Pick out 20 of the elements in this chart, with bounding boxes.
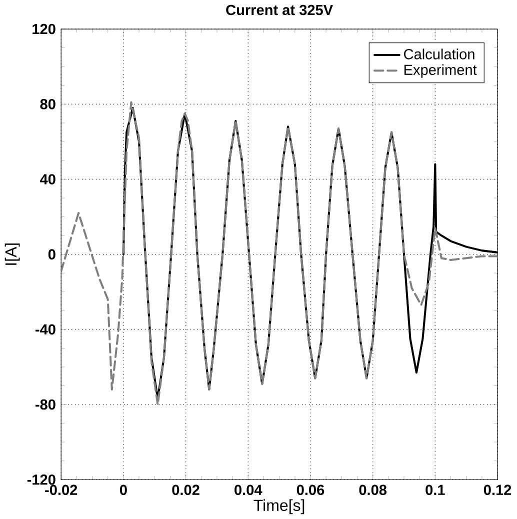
x-tick-label: 0.08 bbox=[359, 484, 387, 496]
y-tick-label: -120 bbox=[28, 474, 56, 485]
chart-title: Current at 325V bbox=[226, 4, 334, 16]
y-tick-label: 120 bbox=[32, 24, 56, 34]
y-tick-label: 40 bbox=[40, 174, 56, 184]
y-tick-label: 0 bbox=[48, 249, 56, 260]
legend-label: Calculation bbox=[404, 48, 475, 60]
y-axis-title: I[A] bbox=[5, 243, 20, 265]
x-tick-label: 0.1 bbox=[426, 484, 446, 496]
legend-label: Experiment bbox=[404, 64, 477, 78]
y-tick-label: -80 bbox=[36, 399, 56, 410]
x-tick-label: 0 bbox=[120, 484, 128, 496]
y-tick-label: 80 bbox=[40, 98, 56, 110]
x-tick-label: 0.06 bbox=[297, 484, 324, 496]
x-tick-label: -0.02 bbox=[45, 484, 78, 496]
x-tick-label: 0.12 bbox=[484, 484, 512, 496]
y-tick-label: -40 bbox=[36, 324, 56, 335]
x-axis-title: Time[s] bbox=[254, 499, 304, 514]
x-tick-label: 0.02 bbox=[172, 484, 200, 496]
x-tick-label: 0.04 bbox=[234, 484, 262, 496]
